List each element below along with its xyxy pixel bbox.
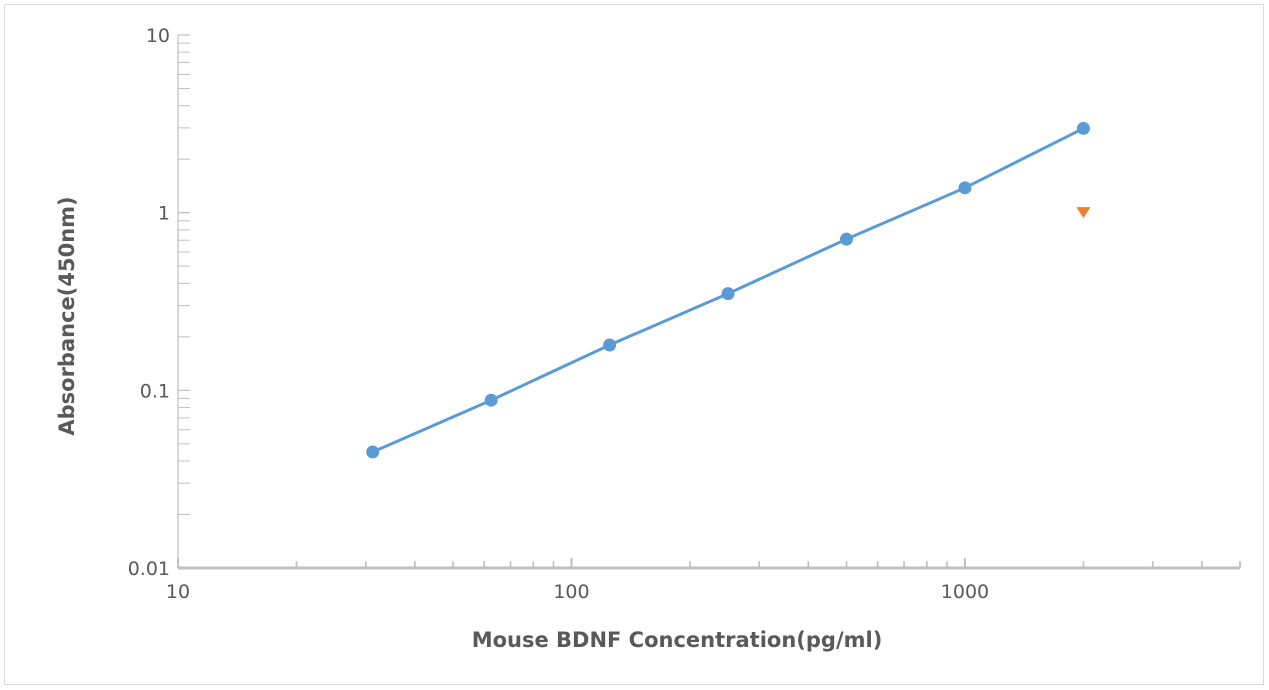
y-axis: 0.01 0.1 1 10: [128, 25, 190, 580]
series-1-point: [1076, 121, 1090, 135]
series-2-point: [1076, 207, 1091, 219]
series-1-point: [840, 232, 854, 246]
x-tick-label: 1000: [941, 581, 989, 603]
series-1-point: [721, 287, 735, 301]
plot-area: [366, 121, 1091, 459]
y-tick-label: 0.01: [128, 558, 170, 580]
x-axis: 10 100 1000: [166, 558, 1241, 603]
x-axis-title: Mouse BDNF Concentration(pg/ml): [472, 628, 883, 652]
chart-frame: [4, 4, 1264, 685]
x-tick-label: 10: [166, 581, 190, 603]
y-tick-label: 10: [146, 25, 170, 47]
series-1-point: [958, 181, 972, 195]
x-tick-label: 100: [553, 581, 589, 603]
y-tick-label: 0.1: [140, 380, 170, 402]
y-tick-label: 1: [158, 203, 170, 225]
series-1-point: [603, 338, 617, 352]
series-1-point: [366, 445, 380, 459]
y-axis-title: Absorbance(450nm): [55, 196, 79, 435]
series-1-point: [484, 393, 498, 407]
